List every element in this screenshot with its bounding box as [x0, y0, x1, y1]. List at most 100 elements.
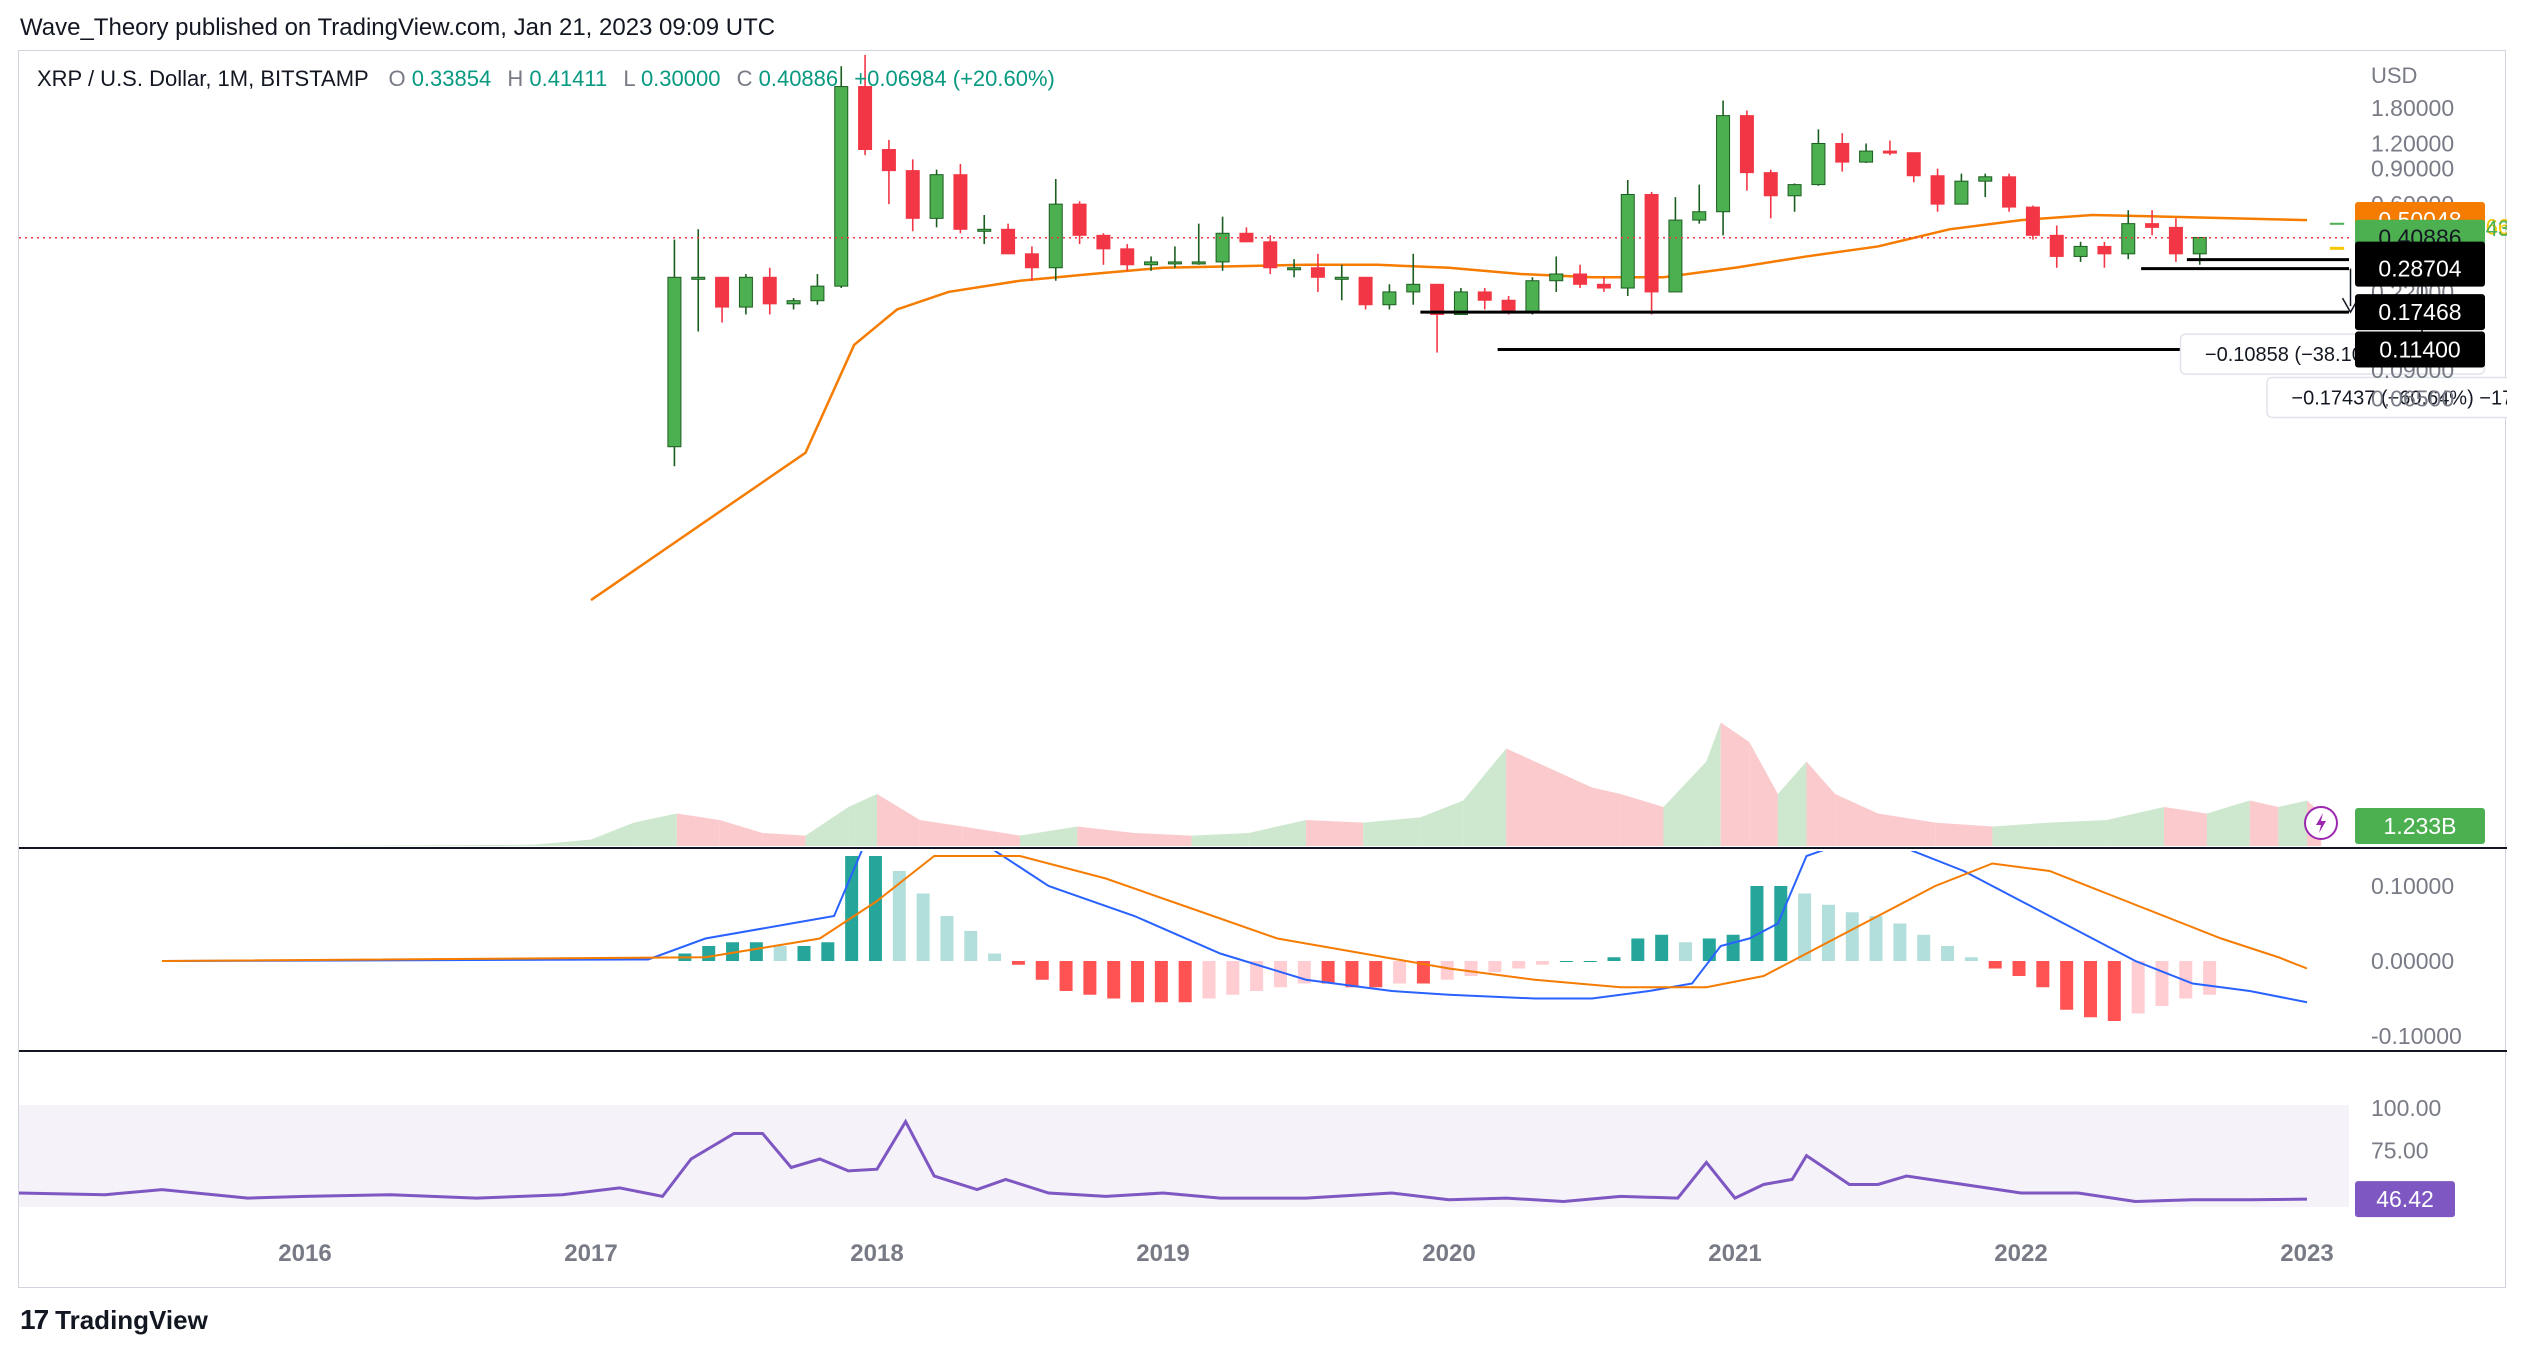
candle[interactable] — [1167, 246, 1182, 268]
candle[interactable] — [1406, 253, 1421, 305]
candle[interactable] — [881, 139, 896, 205]
candle[interactable] — [2073, 241, 2088, 262]
candle[interactable] — [1739, 110, 1754, 191]
candle[interactable] — [834, 66, 849, 289]
candle[interactable] — [2168, 218, 2183, 262]
candle[interactable] — [1477, 288, 1492, 310]
lightning-icon[interactable] — [2304, 806, 2338, 840]
candle[interactable] — [1430, 283, 1445, 353]
x-tick-label: 2020 — [1422, 1240, 1475, 1267]
candle[interactable] — [1930, 168, 1945, 212]
candles[interactable] — [667, 54, 2207, 467]
candle[interactable] — [1787, 183, 1802, 212]
candle[interactable] — [786, 298, 801, 310]
rsi-y-axis[interactable]: 100.00 75.00 46.42 — [2355, 1095, 2455, 1218]
candle-body — [1716, 115, 1731, 213]
candle[interactable] — [1239, 227, 1254, 243]
candle[interactable] — [738, 273, 753, 315]
candle[interactable] — [1668, 197, 1683, 293]
candle[interactable] — [2145, 210, 2160, 236]
x-tick-label: 2022 — [1994, 1240, 2047, 1267]
price-label-bg — [2355, 331, 2485, 368]
candle[interactable] — [1549, 256, 1564, 292]
candle[interactable] — [953, 163, 968, 234]
candle-body — [1024, 253, 1039, 269]
macd-hist-bar — [773, 946, 787, 961]
macd-hist-bar — [1107, 961, 1121, 999]
candle[interactable] — [667, 239, 682, 467]
candle[interactable] — [929, 169, 944, 228]
candle[interactable] — [1191, 223, 1206, 265]
macd-hist-bar — [1988, 961, 2002, 969]
candle-body — [1287, 267, 1302, 271]
candle[interactable] — [1358, 276, 1373, 310]
macd-hist-bar — [1774, 886, 1788, 961]
chart-frame[interactable]: −0.10858 (−38.10%) −10858 −0.17437 (−60.6… — [18, 50, 2507, 1289]
candle[interactable] — [858, 54, 873, 156]
candle[interactable] — [1453, 288, 1468, 315]
legend-change: +0.06984 (+20.60%) — [854, 66, 1055, 91]
macd-hist-bar — [1226, 961, 1240, 995]
candle[interactable] — [1692, 184, 1707, 224]
candle[interactable] — [1144, 256, 1159, 271]
tradingview-logo[interactable]: 17 — [20, 1304, 49, 1335]
volume-segment — [533, 839, 591, 846]
x-tick-label: 2018 — [850, 1240, 903, 1267]
candle[interactable] — [2025, 205, 2040, 240]
candle[interactable] — [762, 267, 777, 315]
candle[interactable] — [1001, 223, 1016, 255]
candle[interactable] — [2097, 241, 2112, 268]
candle[interactable] — [977, 214, 992, 245]
candle[interactable] — [1573, 264, 1588, 289]
candle[interactable] — [1215, 216, 1230, 271]
candle[interactable] — [1024, 246, 1039, 281]
candle[interactable] — [1859, 143, 1874, 164]
candle[interactable] — [691, 229, 706, 332]
candle[interactable] — [1716, 100, 1731, 236]
candle[interactable] — [1310, 253, 1325, 292]
candle[interactable] — [1954, 173, 1969, 205]
candle[interactable] — [1978, 173, 1993, 198]
rsi-pane[interactable]: 100.00 75.00 46.42 — [19, 1095, 2455, 1218]
macd-hist-bar — [1750, 886, 1764, 961]
candle-body — [1072, 203, 1087, 236]
macd-pane[interactable]: 0.10000 0.00000 -0.10000 — [161, 834, 2462, 1050]
main-pane[interactable]: −0.10858 (−38.10%) −10858−0.17437 (−60.6… — [19, 54, 2507, 846]
candle[interactable] — [810, 273, 825, 305]
candle[interactable] — [1263, 235, 1278, 274]
candle[interactable] — [1596, 277, 1611, 292]
candle-body — [1906, 152, 1921, 177]
legend: XRP / U.S. Dollar, 1M, BITSTAMP O 0.3385… — [37, 66, 1055, 91]
candle[interactable] — [1525, 277, 1540, 315]
candle[interactable] — [1334, 264, 1349, 301]
volume-segment — [1663, 761, 1707, 846]
candle[interactable] — [1072, 201, 1087, 245]
candle[interactable] — [1120, 244, 1135, 271]
candle[interactable] — [715, 276, 730, 323]
candle[interactable] — [1811, 129, 1826, 186]
candle[interactable] — [2121, 210, 2136, 260]
candle[interactable] — [1644, 191, 1659, 315]
candle[interactable] — [1763, 169, 1778, 219]
volume-segment — [848, 794, 877, 846]
candle[interactable] — [1906, 152, 1921, 183]
chart-canvas[interactable]: −0.10858 (−38.10%) −10858−0.17437 (−60.6… — [19, 51, 2507, 1289]
candle[interactable] — [905, 159, 920, 232]
candle[interactable] — [1048, 178, 1063, 281]
macd-hist-bar — [2036, 961, 2050, 988]
candle[interactable] — [1096, 233, 1111, 265]
volume-segment — [1134, 833, 1192, 846]
macd-hist-bar — [1941, 946, 1955, 961]
footer-brand[interactable]: TradingView — [55, 1304, 208, 1335]
candle-body — [1310, 267, 1325, 278]
candle[interactable] — [1835, 133, 1850, 172]
candle[interactable] — [1287, 259, 1302, 278]
macd-y-axis[interactable]: 0.10000 0.00000 -0.10000 — [2371, 873, 2462, 1049]
candle[interactable] — [1882, 140, 1897, 156]
candle[interactable] — [2049, 225, 2064, 268]
time-axis[interactable]: 2016201720182019202020212022202320242025 — [278, 1240, 2507, 1267]
candle[interactable] — [1382, 284, 1397, 310]
candle[interactable] — [2002, 173, 2017, 212]
macd-hist-bar — [1559, 961, 1573, 962]
macd-hist-bar — [1440, 961, 1454, 980]
